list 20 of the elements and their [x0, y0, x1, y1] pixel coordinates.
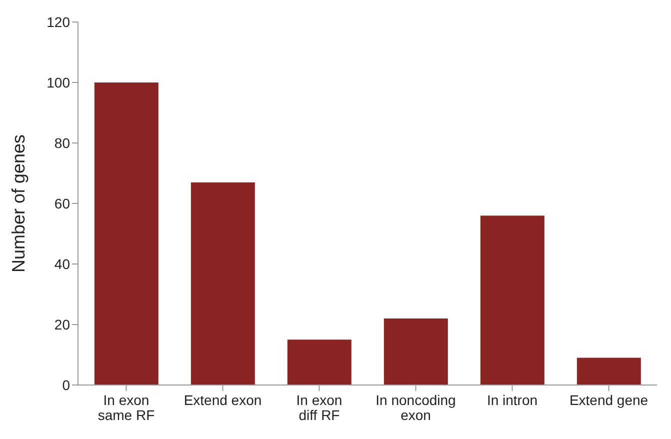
- x-tick-label: In intron: [486, 392, 538, 408]
- bar: [576, 358, 641, 385]
- x-tick-label: In exon diff RF: [296, 392, 342, 423]
- x-tick-label: Extend exon: [184, 392, 262, 408]
- y-tick-label: 80: [54, 134, 70, 151]
- y-tick-label: 0: [62, 376, 70, 393]
- y-tick-label: 60: [54, 195, 70, 212]
- y-tick-label: 120: [46, 14, 70, 30]
- bar: [287, 340, 352, 385]
- y-tick-label: 40: [54, 256, 70, 272]
- bar: [480, 216, 544, 385]
- y-tick-label: 20: [54, 316, 70, 332]
- x-tick-label: Extend gene: [569, 392, 648, 408]
- y-axis-title: Number of genes: [8, 134, 28, 273]
- y-tick-label: 100: [46, 74, 70, 90]
- x-tick-label: In exon same RF: [98, 392, 155, 423]
- bar: [94, 82, 158, 385]
- x-tick-label: In noncoding exon: [376, 392, 456, 423]
- bar: [384, 318, 448, 385]
- bar: [190, 182, 255, 385]
